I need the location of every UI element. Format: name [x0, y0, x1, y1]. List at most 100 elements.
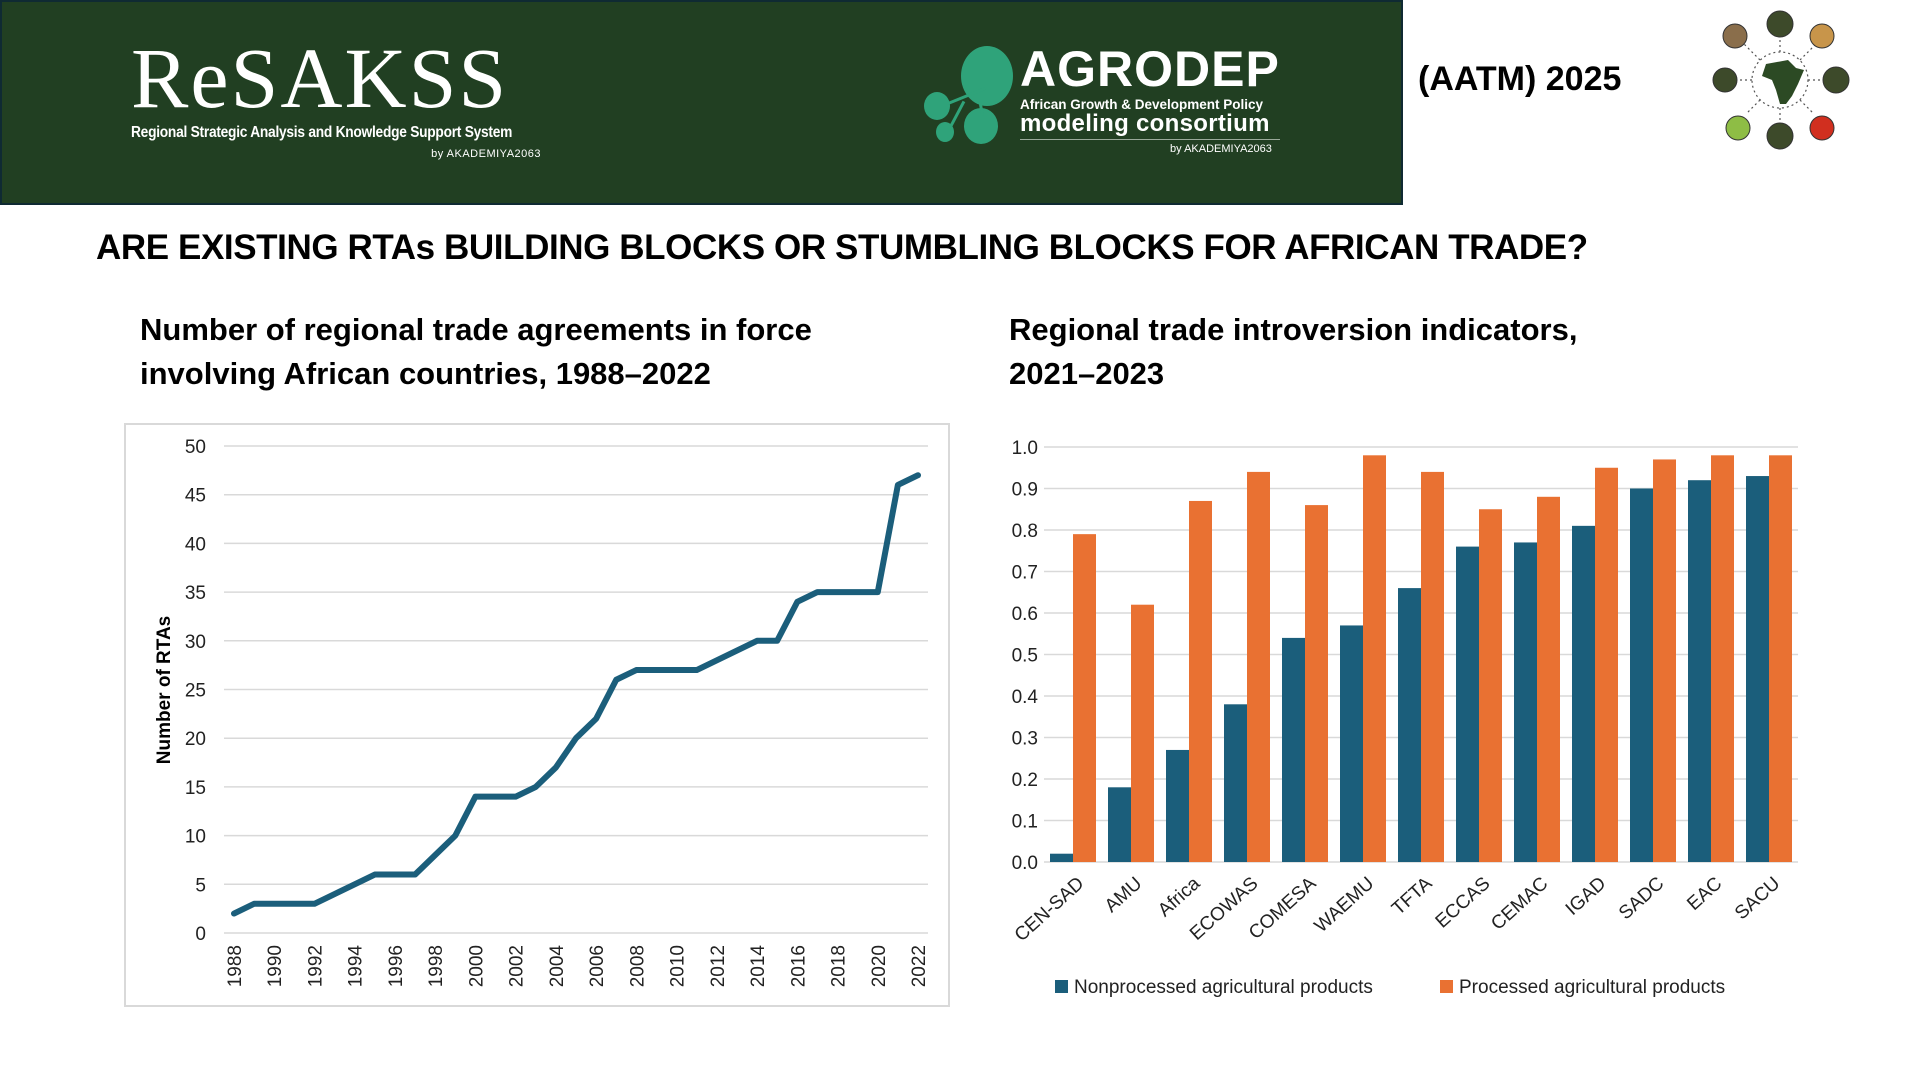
line-chart-frame — [124, 423, 950, 1007]
x-tick-label: CEN-SAD — [1011, 873, 1089, 946]
y-tick-label: 0.7 — [1012, 563, 1038, 584]
legend-swatch — [1055, 980, 1068, 993]
bar-nonprocessed — [1340, 625, 1363, 862]
x-tick-label: 2006 — [587, 945, 608, 987]
y-tick-label: 30 — [185, 632, 206, 653]
x-tick-label: ECCAS — [1432, 873, 1495, 932]
y-tick-label: 0.9 — [1012, 480, 1038, 501]
y-axis-label: Number of RTAs — [154, 616, 175, 764]
x-tick-label: AMU — [1101, 873, 1146, 917]
bar-processed — [1247, 471, 1270, 862]
x-tick-label: Africa — [1154, 873, 1204, 921]
fruit-icon — [1725, 115, 1751, 141]
y-tick-label: 25 — [185, 681, 206, 702]
x-tick-label: 2004 — [547, 945, 568, 988]
agrodep-tagline: African Growth & Development Policy — [1020, 97, 1264, 112]
bar-processed — [1131, 604, 1154, 862]
line-chart-title: Number of regional trade agreements in f… — [140, 308, 812, 396]
network-node-icon — [924, 92, 950, 120]
legend-label: Nonprocessed agricultural products — [1074, 977, 1373, 998]
x-tick-label: IGAD — [1562, 873, 1611, 920]
x-tick-label: CEMAC — [1487, 873, 1552, 935]
bar-nonprocessed — [1282, 637, 1305, 862]
bar-nonprocessed — [1514, 542, 1537, 862]
x-tick-label: 2018 — [829, 945, 850, 987]
legend-swatch — [1440, 980, 1453, 993]
agrodep-logo: AGRODEP African Growth & Development Pol… — [920, 40, 1300, 160]
tomato-icon — [1809, 115, 1835, 141]
y-tick-label: 40 — [185, 534, 206, 555]
bar-processed — [1421, 471, 1444, 862]
y-tick-label: 0.0 — [1012, 853, 1038, 874]
resakss-logo: ReSAKSS Regional Strategic Analysis and … — [131, 30, 541, 160]
page-title: ARE EXISTING RTAs BUILDING BLOCKS OR STU… — [96, 228, 1588, 267]
header-banner — [0, 0, 1403, 205]
y-tick-label: 50 — [185, 437, 206, 458]
x-tick-label: 2020 — [869, 945, 890, 987]
bar-processed — [1363, 455, 1386, 862]
agrodep-byline: by AKADEMIYA2063 — [1170, 143, 1272, 155]
divider — [1020, 139, 1280, 140]
bar-nonprocessed — [1456, 546, 1479, 862]
globe-icon — [1712, 67, 1738, 93]
legend-label: Processed agricultural products — [1459, 977, 1725, 998]
x-tick-label: TFTA — [1388, 873, 1437, 920]
bar-nonprocessed — [1108, 787, 1131, 862]
y-tick-label: 0.8 — [1012, 521, 1038, 542]
bar-nonprocessed — [1224, 704, 1247, 862]
x-tick-label: 1994 — [346, 945, 367, 988]
x-tick-label: 2014 — [748, 945, 769, 988]
y-tick-label: 0 — [195, 924, 206, 945]
resakss-subtitle: Regional Strategic Analysis and Knowledg… — [131, 124, 513, 141]
resakss-byline: by AKADEMIYA2063 — [431, 148, 541, 160]
x-tick-label: 2022 — [909, 945, 930, 987]
y-tick-label: 15 — [185, 778, 206, 799]
bar-processed — [1305, 505, 1328, 862]
y-tick-label: 10 — [185, 827, 206, 848]
resakss-wordmark: ReSAKSS — [131, 30, 509, 126]
x-tick-label: EAC — [1683, 873, 1726, 915]
x-tick-label: WAEMU — [1311, 873, 1379, 937]
y-tick-label: 0.4 — [1012, 687, 1039, 708]
event-label: (AATM) 2025 — [1418, 60, 1622, 98]
bar-processed — [1479, 509, 1502, 862]
y-tick-label: 35 — [185, 583, 206, 604]
bar-processed — [1073, 534, 1096, 862]
corn-icon — [1809, 23, 1835, 49]
x-tick-label: 2008 — [627, 945, 648, 987]
handshake-icon — [1766, 122, 1794, 150]
x-tick-label: 1990 — [265, 945, 286, 987]
x-tick-label: 1988 — [225, 945, 246, 987]
y-tick-label: 20 — [185, 729, 206, 750]
bar-nonprocessed — [1688, 480, 1711, 862]
scales-icon — [1822, 66, 1850, 94]
agrodep-wordmark: AGRODEP — [1020, 41, 1280, 97]
bar-chart-title-line-1: Regional trade introversion indicators, — [1009, 312, 1578, 347]
grain-icon — [1722, 23, 1748, 49]
y-tick-label: 1.0 — [1012, 438, 1038, 459]
bar-nonprocessed — [1398, 588, 1421, 862]
x-tick-label: 1998 — [426, 945, 447, 987]
bar-nonprocessed — [1572, 525, 1595, 862]
bar-chart-title: Regional trade introversion indicators, … — [1009, 308, 1577, 396]
x-tick-label: 2000 — [466, 945, 487, 987]
x-tick-label: SACU — [1731, 873, 1784, 924]
x-tick-label: 2016 — [788, 945, 809, 987]
bar-processed — [1769, 455, 1792, 862]
bar-processed — [1189, 500, 1212, 862]
bar-processed — [1595, 467, 1618, 862]
y-tick-label: 0.1 — [1012, 812, 1038, 833]
x-tick-label: SADC — [1615, 873, 1668, 924]
y-tick-label: 0.3 — [1012, 729, 1038, 750]
bar-processed — [1537, 496, 1560, 862]
x-tick-label: 2002 — [507, 945, 528, 987]
africa-map-icon — [1762, 60, 1804, 104]
bar-nonprocessed — [1050, 853, 1073, 862]
x-tick-label: 2010 — [668, 945, 689, 987]
bar-nonprocessed — [1746, 476, 1769, 862]
line-chart-title-line-2: involving African countries, 1988–2022 — [140, 356, 711, 391]
bar-nonprocessed — [1166, 749, 1189, 862]
y-tick-label: 0.5 — [1012, 646, 1038, 667]
